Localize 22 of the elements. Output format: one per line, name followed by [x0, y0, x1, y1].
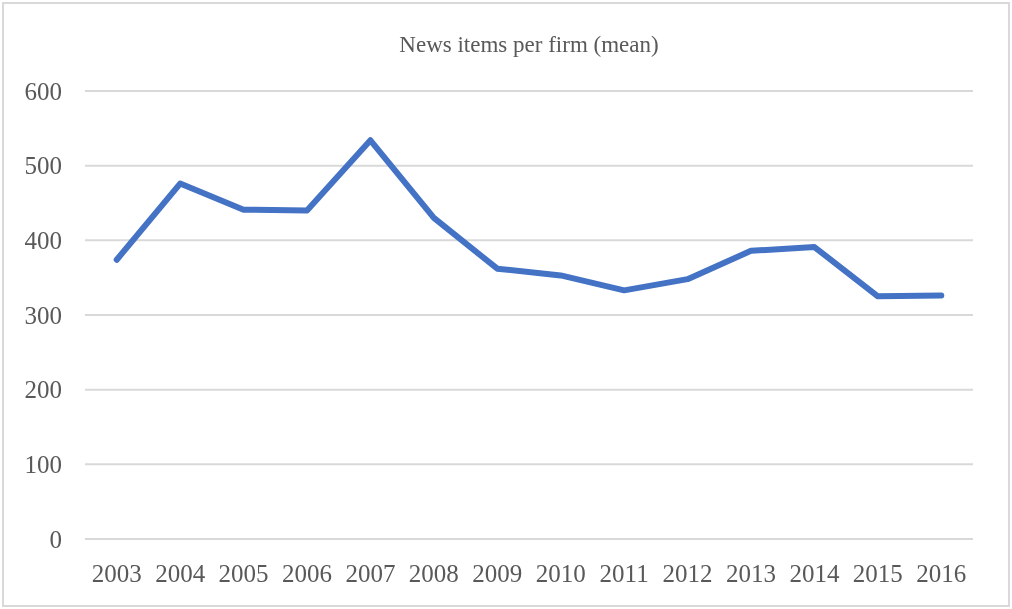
- x-tick-label: 2013: [726, 560, 776, 587]
- x-tick-label: 2006: [282, 560, 332, 587]
- chart-title: News items per firm (mean): [399, 32, 659, 57]
- y-tick-label: 100: [24, 451, 62, 479]
- x-tick-label: 2004: [155, 560, 206, 587]
- y-tick-label: 300: [24, 301, 62, 329]
- x-tick-label: 2008: [408, 560, 459, 587]
- y-tick-label: 400: [24, 227, 62, 255]
- x-tick-label: 2014: [789, 560, 840, 587]
- x-tick-label: 2015: [852, 560, 903, 587]
- x-tick-label: 2003: [91, 560, 142, 587]
- x-tick-label: 2010: [535, 560, 586, 587]
- y-tick-label: 500: [24, 152, 62, 180]
- x-tick-label: 2012: [662, 560, 713, 587]
- y-tick-label: 0: [49, 525, 62, 553]
- y-tick-label: 200: [24, 376, 62, 404]
- x-tick-label: 2016: [916, 560, 967, 587]
- x-tick-label: 2011: [599, 560, 649, 587]
- y-tick-label: 600: [24, 77, 62, 105]
- x-tick-label: 2009: [472, 560, 523, 587]
- x-tick-label: 2007: [345, 560, 396, 587]
- x-tick-label: 2005: [218, 560, 269, 587]
